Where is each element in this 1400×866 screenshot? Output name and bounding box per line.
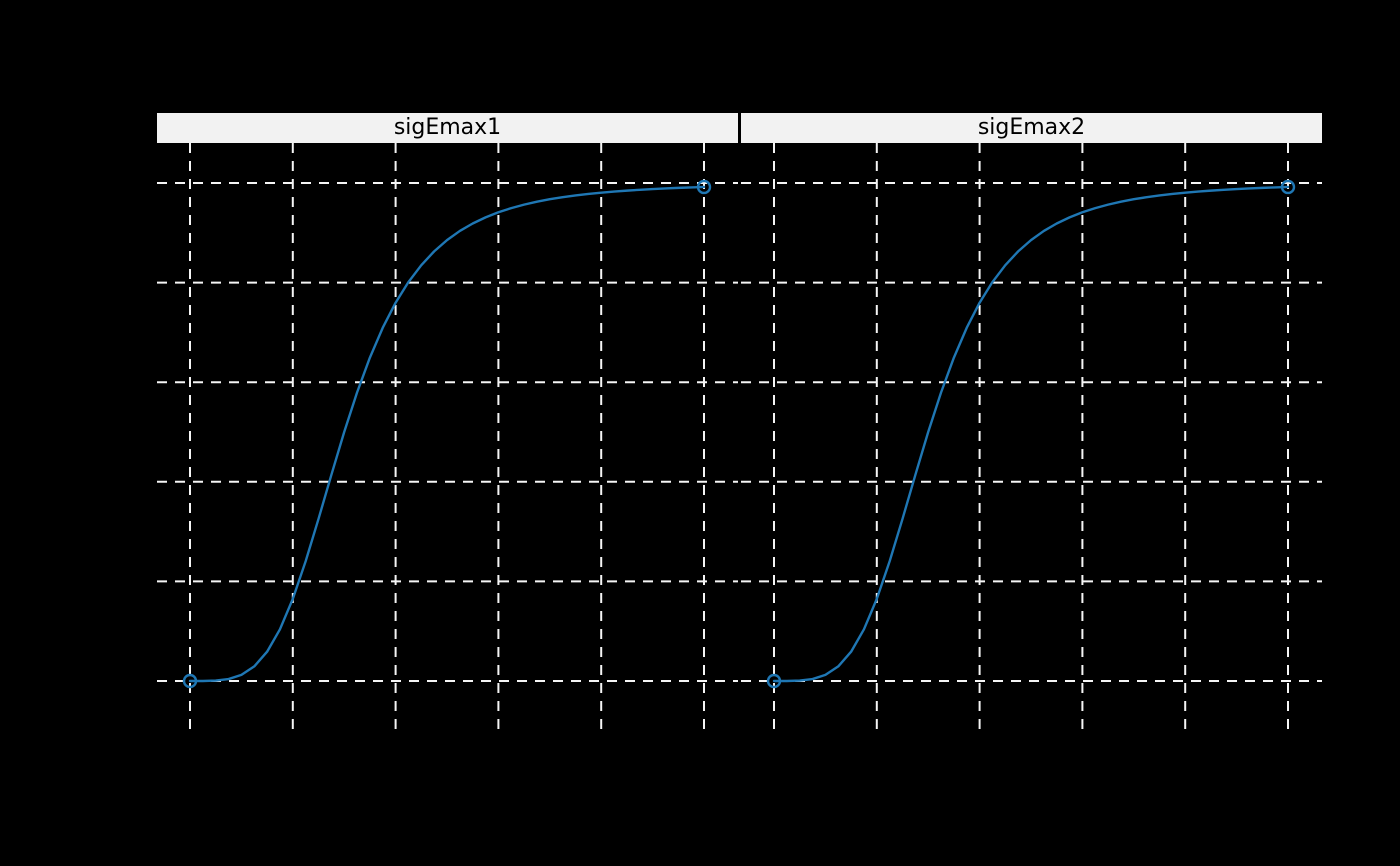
facet-strip-sigemax1: sigEmax1 xyxy=(157,113,738,143)
dose-response-curve xyxy=(772,185,1290,683)
facet-strip-sigemax2: sigEmax2 xyxy=(741,113,1322,143)
endpoint-marker xyxy=(766,673,782,689)
facet-strip-label: sigEmax2 xyxy=(977,115,1086,140)
endpoint-marker xyxy=(182,673,198,689)
plot-area-sigemax2 xyxy=(741,143,1322,730)
panel-sigemax1: sigEmax1 xyxy=(157,113,738,730)
facet-strip-label: sigEmax1 xyxy=(393,115,502,140)
dose-response-curve xyxy=(188,185,706,683)
endpoint-marker xyxy=(1280,179,1296,195)
panel-sigemax2: sigEmax2 xyxy=(741,113,1322,730)
endpoint-marker xyxy=(696,179,712,195)
trellis-chart: sigEmax1 sigEmax2 xyxy=(157,113,1322,730)
plot-area-sigemax1 xyxy=(157,143,738,730)
